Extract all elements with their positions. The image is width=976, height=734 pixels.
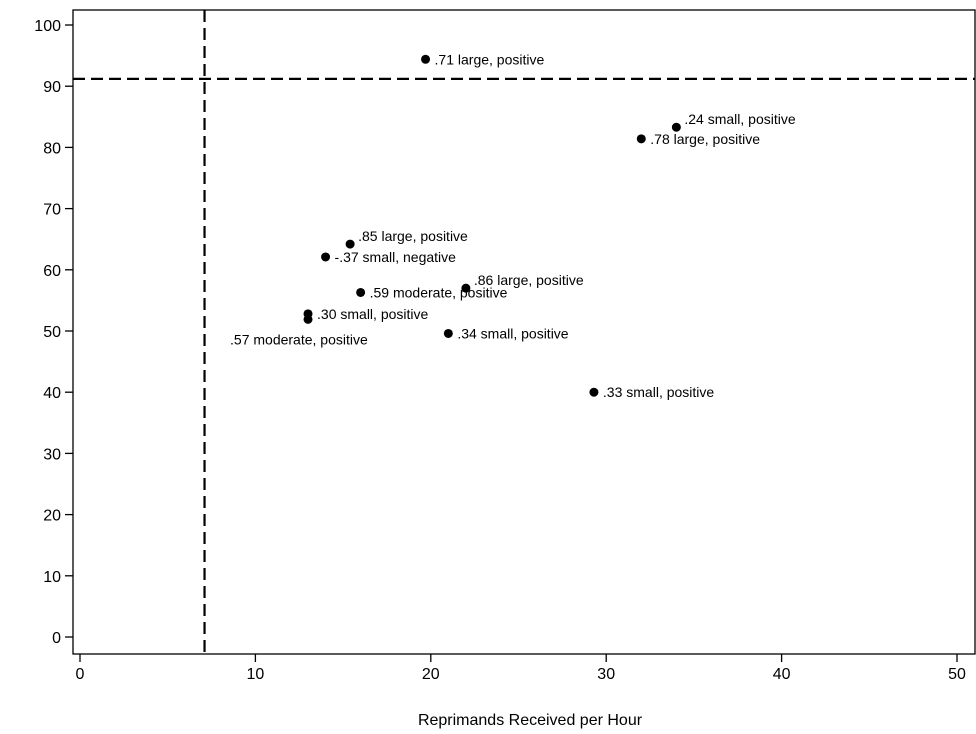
x-tick-label: 10: [247, 666, 265, 683]
plot-frame: [72, 9, 976, 655]
y-tick-label: 50: [43, 324, 61, 341]
data-point: [345, 239, 355, 249]
y-tick-label: 40: [43, 385, 61, 402]
x-axis-title: Reprimands Received per Hour: [418, 712, 643, 729]
data-point-label: .30 small, positive: [317, 306, 428, 322]
data-point-label: .85 large, positive: [358, 228, 468, 244]
data-point-label: .71 large, positive: [435, 51, 545, 67]
y-tick-label: 80: [43, 140, 61, 157]
y-tick-label: 30: [43, 446, 61, 463]
x-tick-label: 50: [948, 666, 966, 683]
data-point: [589, 387, 599, 397]
x-tick-label: 30: [597, 666, 615, 683]
data-point: [461, 283, 471, 293]
y-tick-label: 20: [43, 508, 61, 525]
y-tick-label: 0: [52, 630, 61, 647]
data-point-label: .57 moderate, positive: [230, 331, 368, 347]
data-point-label: .33 small, positive: [603, 384, 714, 400]
x-tick-label: 20: [422, 666, 440, 683]
y-tick-label: 60: [43, 263, 61, 280]
y-tick-label: 10: [43, 569, 61, 586]
x-tick-label: 0: [76, 666, 85, 683]
data-point: [671, 122, 681, 132]
data-point: [303, 314, 313, 324]
data-point: [443, 328, 453, 338]
x-axis: 0 10 20 30 40 50: [76, 654, 966, 683]
y-tick-label: 100: [34, 18, 61, 35]
data-point-label: -.37 small, negative: [335, 249, 457, 265]
data-point-label: .59 moderate, positive: [370, 284, 508, 300]
data-point-label: .24 small, positive: [684, 111, 795, 127]
data-point: [636, 134, 646, 144]
data-points: .71 large, positive .24 small, positive .7…: [230, 51, 796, 400]
data-point: [356, 287, 366, 297]
y-axis: 0 10 20 30 40 50 60 70 80 90 100: [34, 18, 73, 647]
data-point-label: .86 large, positive: [474, 272, 584, 288]
x-tick-label: 40: [773, 666, 791, 683]
y-tick-label: 90: [43, 79, 61, 96]
data-point: [321, 252, 331, 262]
data-point-label: .78 large, positive: [650, 131, 760, 147]
data-point: [421, 54, 431, 64]
y-tick-label: 70: [43, 202, 61, 219]
data-point-label: .34 small, positive: [457, 325, 568, 341]
reference-lines: [73, 10, 975, 654]
